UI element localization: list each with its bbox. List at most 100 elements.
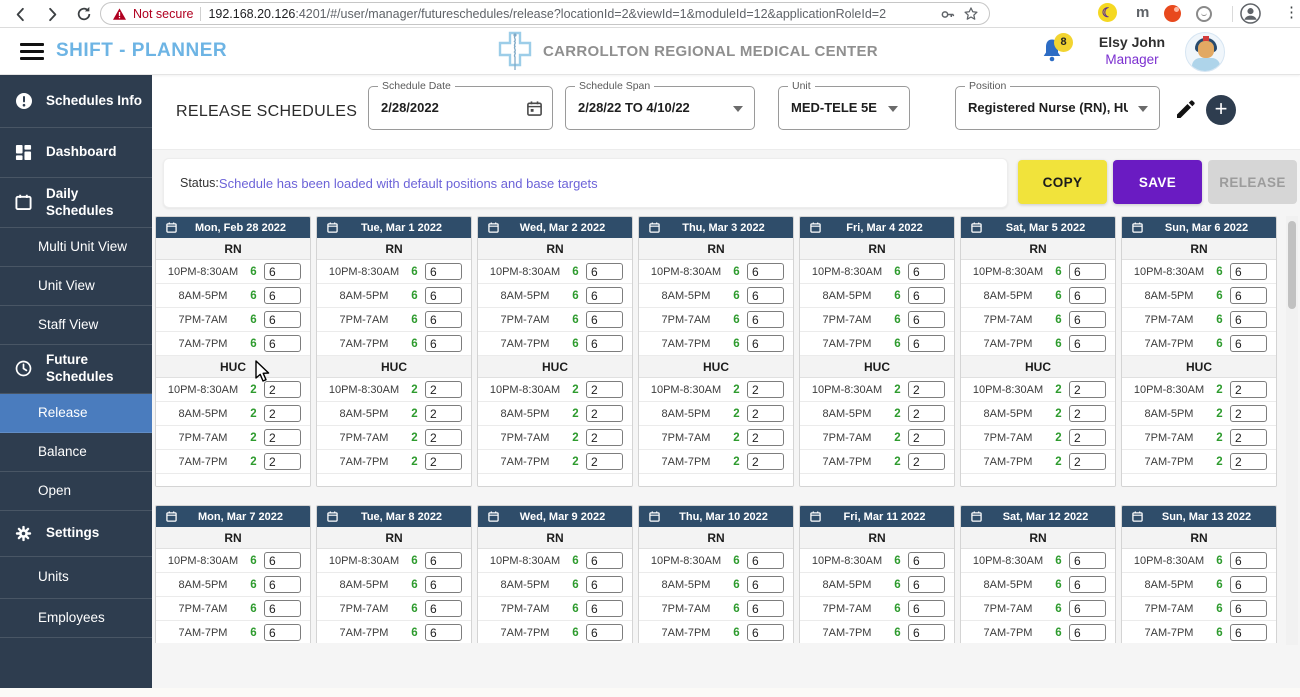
shift-count-input[interactable] bbox=[425, 429, 462, 446]
hamburger-menu-icon[interactable] bbox=[20, 43, 44, 60]
shift-count-input[interactable] bbox=[1069, 287, 1106, 304]
shift-count-input[interactable] bbox=[264, 624, 301, 641]
shift-count-input[interactable] bbox=[1069, 405, 1106, 422]
shift-count-input[interactable] bbox=[908, 624, 945, 641]
extension-red-icon[interactable] bbox=[1164, 5, 1181, 22]
sidebar-item-balance[interactable]: Balance bbox=[0, 433, 152, 472]
shift-count-input[interactable] bbox=[586, 381, 623, 398]
shift-count-input[interactable] bbox=[425, 552, 462, 569]
shift-count-input[interactable] bbox=[747, 405, 784, 422]
back-icon[interactable] bbox=[10, 4, 30, 24]
shift-count-input[interactable] bbox=[747, 576, 784, 593]
shift-count-input[interactable] bbox=[1230, 576, 1267, 593]
shift-count-input[interactable] bbox=[264, 429, 301, 446]
sidebar-item-schedules-info[interactable]: Schedules Info bbox=[0, 75, 152, 128]
sidebar-item-future-schedules[interactable]: Future Schedules bbox=[0, 345, 152, 394]
shift-count-input[interactable] bbox=[586, 287, 623, 304]
shift-count-input[interactable] bbox=[264, 600, 301, 617]
user-info[interactable]: Elsy John Manager bbox=[1082, 34, 1182, 67]
save-button[interactable]: SAVE bbox=[1113, 160, 1202, 204]
sidebar-item-daily-schedules[interactable]: Daily Schedules bbox=[0, 178, 152, 228]
avatar[interactable] bbox=[1185, 32, 1225, 72]
shift-count-input[interactable] bbox=[1069, 600, 1106, 617]
shift-count-input[interactable] bbox=[586, 429, 623, 446]
shift-count-input[interactable] bbox=[1069, 453, 1106, 470]
sidebar-item-staff-view[interactable]: Staff View bbox=[0, 306, 152, 345]
forward-icon[interactable] bbox=[42, 4, 62, 24]
extension-circle-icon[interactable] bbox=[1196, 6, 1212, 22]
shift-count-input[interactable] bbox=[425, 263, 462, 280]
sidebar-item-open[interactable]: Open bbox=[0, 472, 152, 511]
shift-count-input[interactable] bbox=[747, 453, 784, 470]
shift-count-input[interactable] bbox=[425, 287, 462, 304]
notifications[interactable]: 8 bbox=[1040, 33, 1074, 69]
edit-button[interactable] bbox=[1174, 97, 1200, 123]
shift-count-input[interactable] bbox=[747, 552, 784, 569]
shift-count-input[interactable] bbox=[425, 405, 462, 422]
shift-count-input[interactable] bbox=[908, 335, 945, 352]
shift-count-input[interactable] bbox=[1069, 552, 1106, 569]
reload-icon[interactable] bbox=[74, 4, 94, 24]
shift-count-input[interactable] bbox=[1230, 429, 1267, 446]
shift-count-input[interactable] bbox=[908, 429, 945, 446]
shift-count-input[interactable] bbox=[586, 552, 623, 569]
shift-count-input[interactable] bbox=[908, 263, 945, 280]
shift-count-input[interactable] bbox=[908, 453, 945, 470]
shift-count-input[interactable] bbox=[1069, 576, 1106, 593]
shift-count-input[interactable] bbox=[586, 576, 623, 593]
shift-count-input[interactable] bbox=[264, 576, 301, 593]
sidebar-item-employees[interactable]: Employees bbox=[0, 599, 152, 638]
shift-count-input[interactable] bbox=[1230, 381, 1267, 398]
schedule-span-field[interactable]: Schedule Span 2/28/22 TO 4/10/22 bbox=[565, 80, 755, 130]
shift-count-input[interactable] bbox=[908, 311, 945, 328]
shift-count-input[interactable] bbox=[264, 263, 301, 280]
shift-count-input[interactable] bbox=[264, 381, 301, 398]
shift-count-input[interactable] bbox=[264, 287, 301, 304]
shift-count-input[interactable] bbox=[586, 311, 623, 328]
datepicker-icon[interactable] bbox=[526, 100, 543, 117]
shift-count-input[interactable] bbox=[1230, 311, 1267, 328]
shift-count-input[interactable] bbox=[908, 600, 945, 617]
shift-count-input[interactable] bbox=[747, 311, 784, 328]
shift-count-input[interactable] bbox=[908, 552, 945, 569]
extension-moon-icon[interactable]: ☾ bbox=[1098, 3, 1117, 22]
bookmark-star-icon[interactable] bbox=[963, 6, 979, 22]
extension-m-icon[interactable]: m bbox=[1136, 4, 1150, 21]
sidebar-item-multi-unit-view[interactable]: Multi Unit View bbox=[0, 228, 152, 267]
shift-count-input[interactable] bbox=[747, 263, 784, 280]
shift-count-input[interactable] bbox=[264, 552, 301, 569]
sidebar-item-settings[interactable]: Settings bbox=[0, 511, 152, 557]
shift-count-input[interactable] bbox=[908, 405, 945, 422]
sidebar-item-units[interactable]: Units bbox=[0, 557, 152, 599]
shift-count-input[interactable] bbox=[586, 335, 623, 352]
shift-count-input[interactable] bbox=[1230, 624, 1267, 641]
shift-count-input[interactable] bbox=[586, 624, 623, 641]
shift-count-input[interactable] bbox=[908, 576, 945, 593]
shift-count-input[interactable] bbox=[264, 453, 301, 470]
shift-count-input[interactable] bbox=[264, 311, 301, 328]
shift-count-input[interactable] bbox=[425, 453, 462, 470]
shift-count-input[interactable] bbox=[1230, 552, 1267, 569]
profile-icon[interactable] bbox=[1240, 3, 1261, 24]
shift-count-input[interactable] bbox=[1230, 287, 1267, 304]
add-button[interactable]: + bbox=[1206, 95, 1236, 125]
shift-count-input[interactable] bbox=[425, 381, 462, 398]
scrollbar-thumb[interactable] bbox=[1288, 221, 1296, 309]
shift-count-input[interactable] bbox=[1069, 429, 1106, 446]
sidebar-item-unit-view[interactable]: Unit View bbox=[0, 267, 152, 306]
shift-count-input[interactable] bbox=[586, 263, 623, 280]
shift-count-input[interactable] bbox=[1230, 600, 1267, 617]
shift-count-input[interactable] bbox=[747, 624, 784, 641]
url-bar[interactable]: Not secure 192.168.20.126:4201/#/user/ma… bbox=[100, 2, 990, 25]
sidebar-item-dashboard[interactable]: Dashboard bbox=[0, 128, 152, 178]
shift-count-input[interactable] bbox=[747, 287, 784, 304]
shift-count-input[interactable] bbox=[908, 381, 945, 398]
shift-count-input[interactable] bbox=[425, 311, 462, 328]
shift-count-input[interactable] bbox=[1230, 405, 1267, 422]
key-icon[interactable] bbox=[940, 7, 955, 22]
copy-button[interactable]: COPY bbox=[1018, 160, 1107, 204]
shift-count-input[interactable] bbox=[425, 335, 462, 352]
position-field[interactable]: Position Registered Nurse (RN), HUC (H..… bbox=[955, 80, 1160, 130]
shift-count-input[interactable] bbox=[747, 600, 784, 617]
shift-count-input[interactable] bbox=[425, 576, 462, 593]
